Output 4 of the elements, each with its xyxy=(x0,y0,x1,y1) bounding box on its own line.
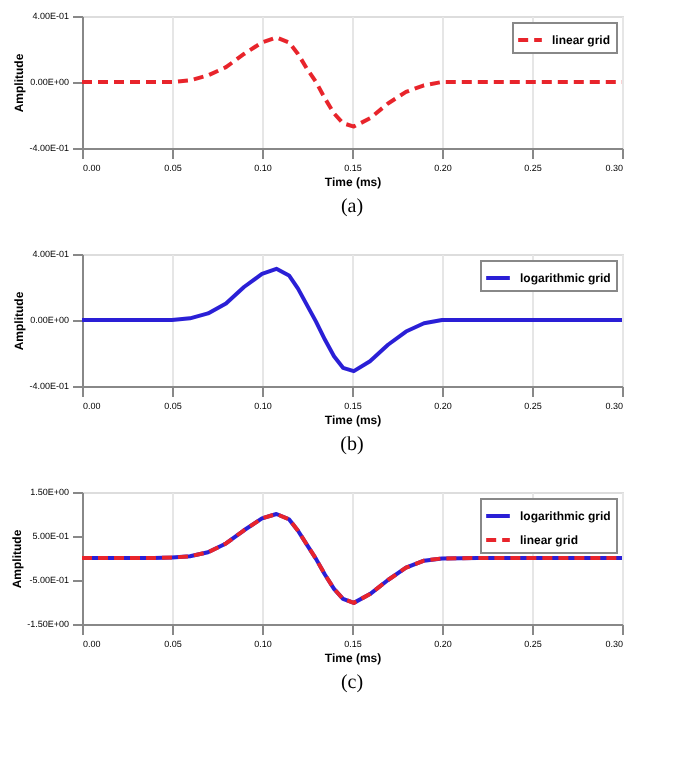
line-series xyxy=(80,266,624,374)
text: (a) xyxy=(340,196,364,218)
text: (b) xyxy=(340,434,364,456)
text: (c) xyxy=(340,672,364,694)
